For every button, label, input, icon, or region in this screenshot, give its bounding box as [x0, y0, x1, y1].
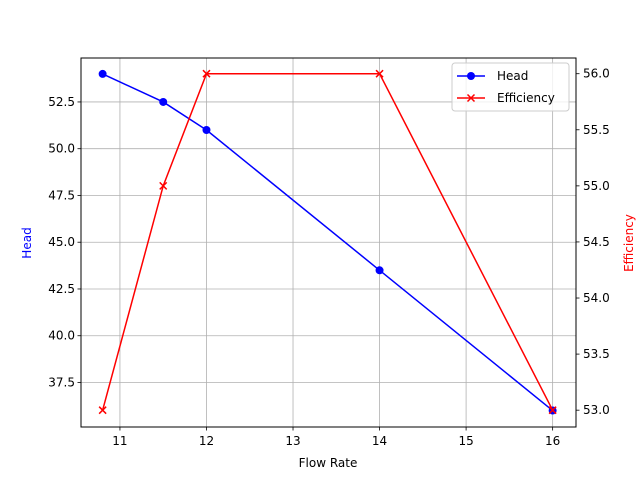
right-y-tick-label: 54.5: [583, 235, 610, 249]
y-tick-label: 50.0: [48, 142, 75, 156]
circle-marker-icon: [159, 97, 168, 106]
x-tick-label: 14: [372, 434, 387, 448]
circle-marker-icon: [202, 126, 211, 135]
right-y-tick-label: 55.5: [583, 123, 610, 137]
y-tick-label: 40.0: [48, 329, 75, 343]
legend-item-efficiency: Efficiency: [457, 91, 555, 105]
y-tick-label: 37.5: [48, 375, 75, 389]
legend: Head Efficiency: [451, 62, 570, 112]
circle-marker-icon: [467, 72, 475, 80]
legend-box: [451, 62, 570, 112]
series-efficiency: [98, 69, 557, 415]
right-y-axis-ticks: 53.0 53.5 54.0 54.5 55.0 55.5 56.0: [576, 67, 610, 417]
right-y-tick-label: 55.0: [583, 179, 610, 193]
x-tick-label: 11: [112, 434, 127, 448]
plot-series: [98, 69, 557, 415]
x-tick-label: 15: [458, 434, 473, 448]
x-marker-icon: [466, 93, 476, 103]
x-axis-label: Flow Rate: [299, 456, 358, 470]
grid-lines: [81, 58, 576, 427]
x-marker-icon: [159, 181, 168, 190]
left-y-axis-ticks: 37.5 40.0 42.5 45.0 47.5 50.0 52.5: [48, 95, 81, 389]
x-tick-label: 13: [285, 434, 300, 448]
y-tick-label: 52.5: [48, 95, 75, 109]
x-tick-label: 16: [545, 434, 560, 448]
y-tick-label: 47.5: [48, 188, 75, 202]
right-y-tick-label: 54.0: [583, 291, 610, 305]
circle-marker-icon: [375, 266, 384, 275]
left-y-axis-label: Head: [20, 227, 34, 258]
x-marker-icon: [202, 69, 211, 78]
y-tick-label: 42.5: [48, 282, 75, 296]
right-y-tick-label: 53.0: [583, 403, 610, 417]
x-axis-ticks: 11 12 13 14 15 16: [112, 427, 560, 448]
legend-item-head: Head: [457, 69, 528, 83]
x-marker-icon: [375, 69, 384, 78]
y-tick-label: 45.0: [48, 235, 75, 249]
x-marker-icon: [548, 406, 557, 415]
x-marker-icon: [98, 406, 107, 415]
right-y-axis-label: Efficiency: [622, 214, 636, 272]
right-y-tick-label: 53.5: [583, 347, 610, 361]
legend-label-head: Head: [497, 69, 528, 83]
right-y-tick-label: 56.0: [583, 67, 610, 81]
x-tick-label: 12: [199, 434, 214, 448]
legend-label-efficiency: Efficiency: [497, 91, 555, 105]
circle-marker-icon: [98, 69, 107, 78]
